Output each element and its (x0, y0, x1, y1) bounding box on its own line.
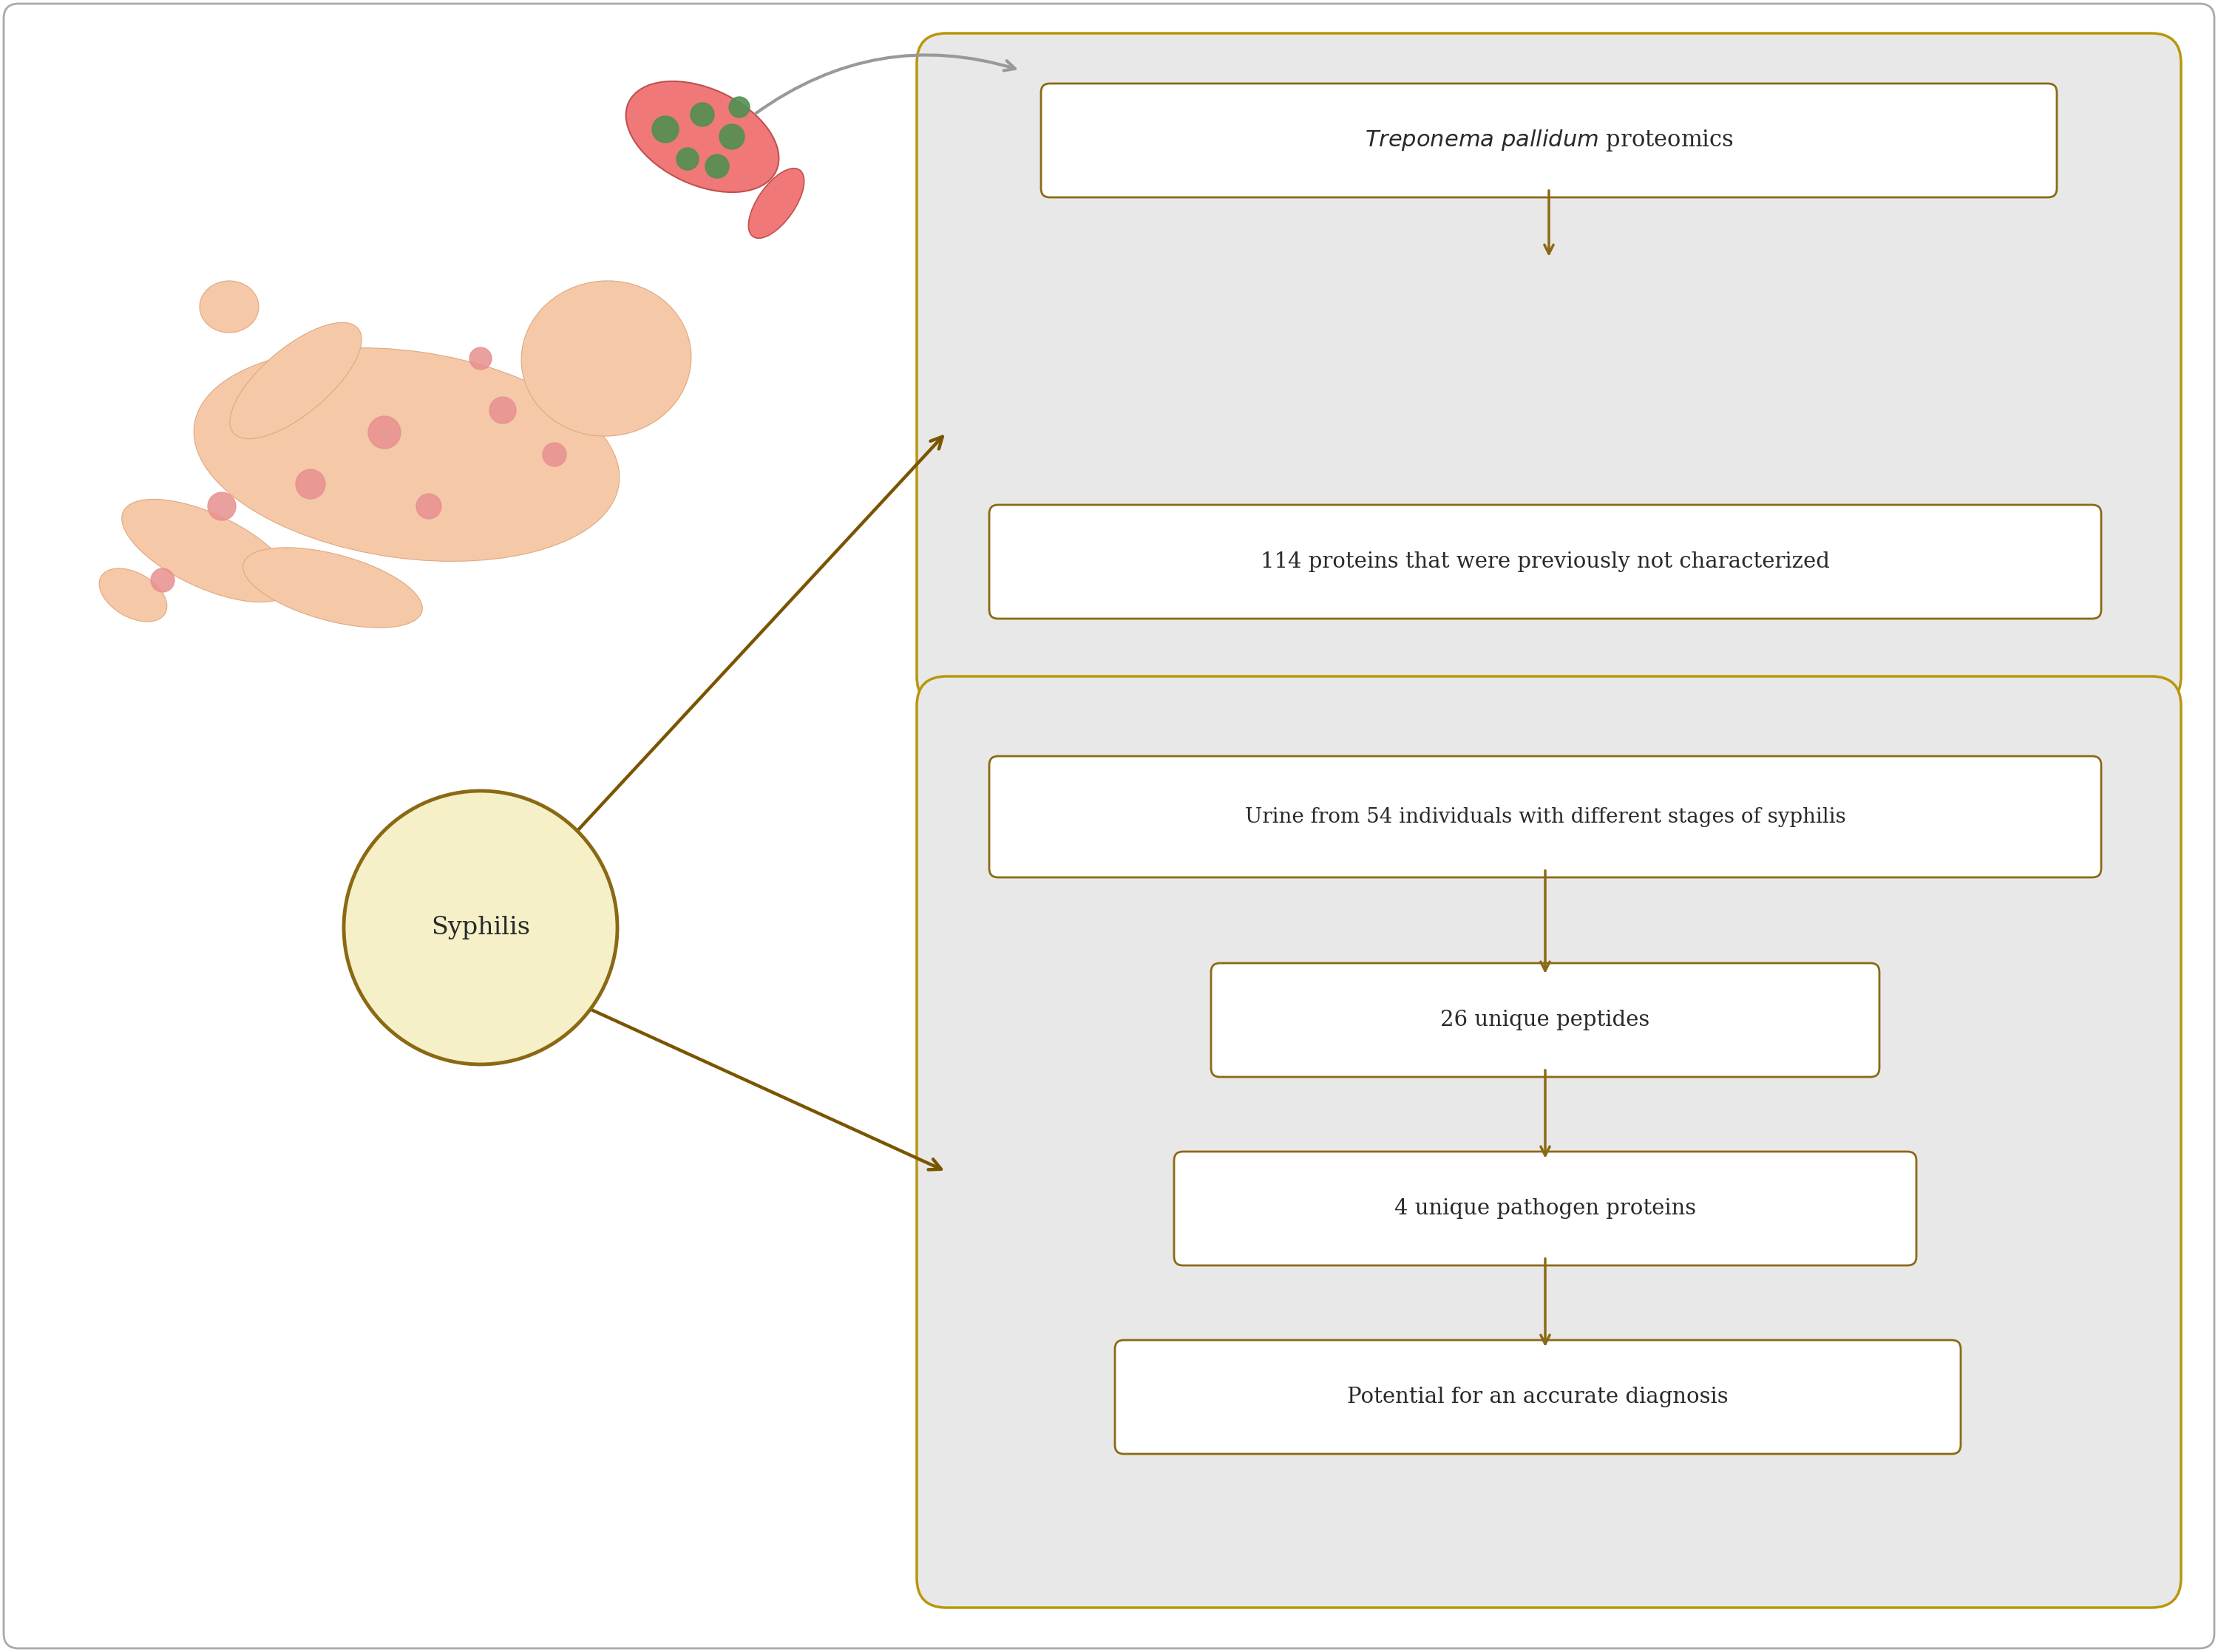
FancyBboxPatch shape (1116, 1340, 1961, 1454)
FancyBboxPatch shape (1173, 1151, 1916, 1265)
Text: Syphilis: Syphilis (430, 915, 530, 940)
Circle shape (344, 791, 617, 1064)
Circle shape (676, 147, 699, 170)
Text: Urine from 54 individuals with different stages of syphilis: Urine from 54 individuals with different… (1244, 806, 1845, 826)
Circle shape (543, 443, 566, 466)
Circle shape (151, 568, 175, 591)
Circle shape (705, 155, 730, 178)
Ellipse shape (521, 281, 692, 436)
Circle shape (730, 97, 750, 117)
Circle shape (470, 347, 492, 370)
Text: 26 unique peptides: 26 unique peptides (1439, 1009, 1650, 1031)
FancyBboxPatch shape (4, 3, 2214, 1649)
Circle shape (417, 494, 441, 519)
Ellipse shape (231, 322, 362, 439)
Circle shape (690, 102, 714, 127)
FancyBboxPatch shape (989, 757, 2100, 877)
Text: 4 unique pathogen proteins: 4 unique pathogen proteins (1395, 1198, 1697, 1219)
Text: 114 proteins that were previously not characterized: 114 proteins that were previously not ch… (1260, 552, 1830, 572)
Circle shape (719, 124, 745, 149)
Ellipse shape (747, 169, 805, 238)
Circle shape (295, 469, 326, 499)
Circle shape (368, 416, 401, 449)
Ellipse shape (100, 568, 166, 621)
Ellipse shape (193, 349, 619, 562)
Text: $\mathit{Treponema\ pallidum}$ proteomics: $\mathit{Treponema\ pallidum}$ proteomic… (1364, 127, 1732, 154)
Circle shape (208, 492, 235, 520)
Ellipse shape (244, 547, 421, 628)
FancyBboxPatch shape (1211, 963, 1879, 1077)
Text: Potential for an accurate diagnosis: Potential for an accurate diagnosis (1346, 1386, 1728, 1408)
Ellipse shape (122, 499, 293, 601)
Ellipse shape (200, 281, 260, 332)
Ellipse shape (625, 81, 779, 192)
FancyBboxPatch shape (916, 33, 2180, 705)
FancyBboxPatch shape (1040, 84, 2056, 197)
FancyBboxPatch shape (989, 506, 2100, 618)
FancyBboxPatch shape (916, 676, 2180, 1607)
Circle shape (490, 396, 517, 423)
Circle shape (652, 116, 679, 142)
